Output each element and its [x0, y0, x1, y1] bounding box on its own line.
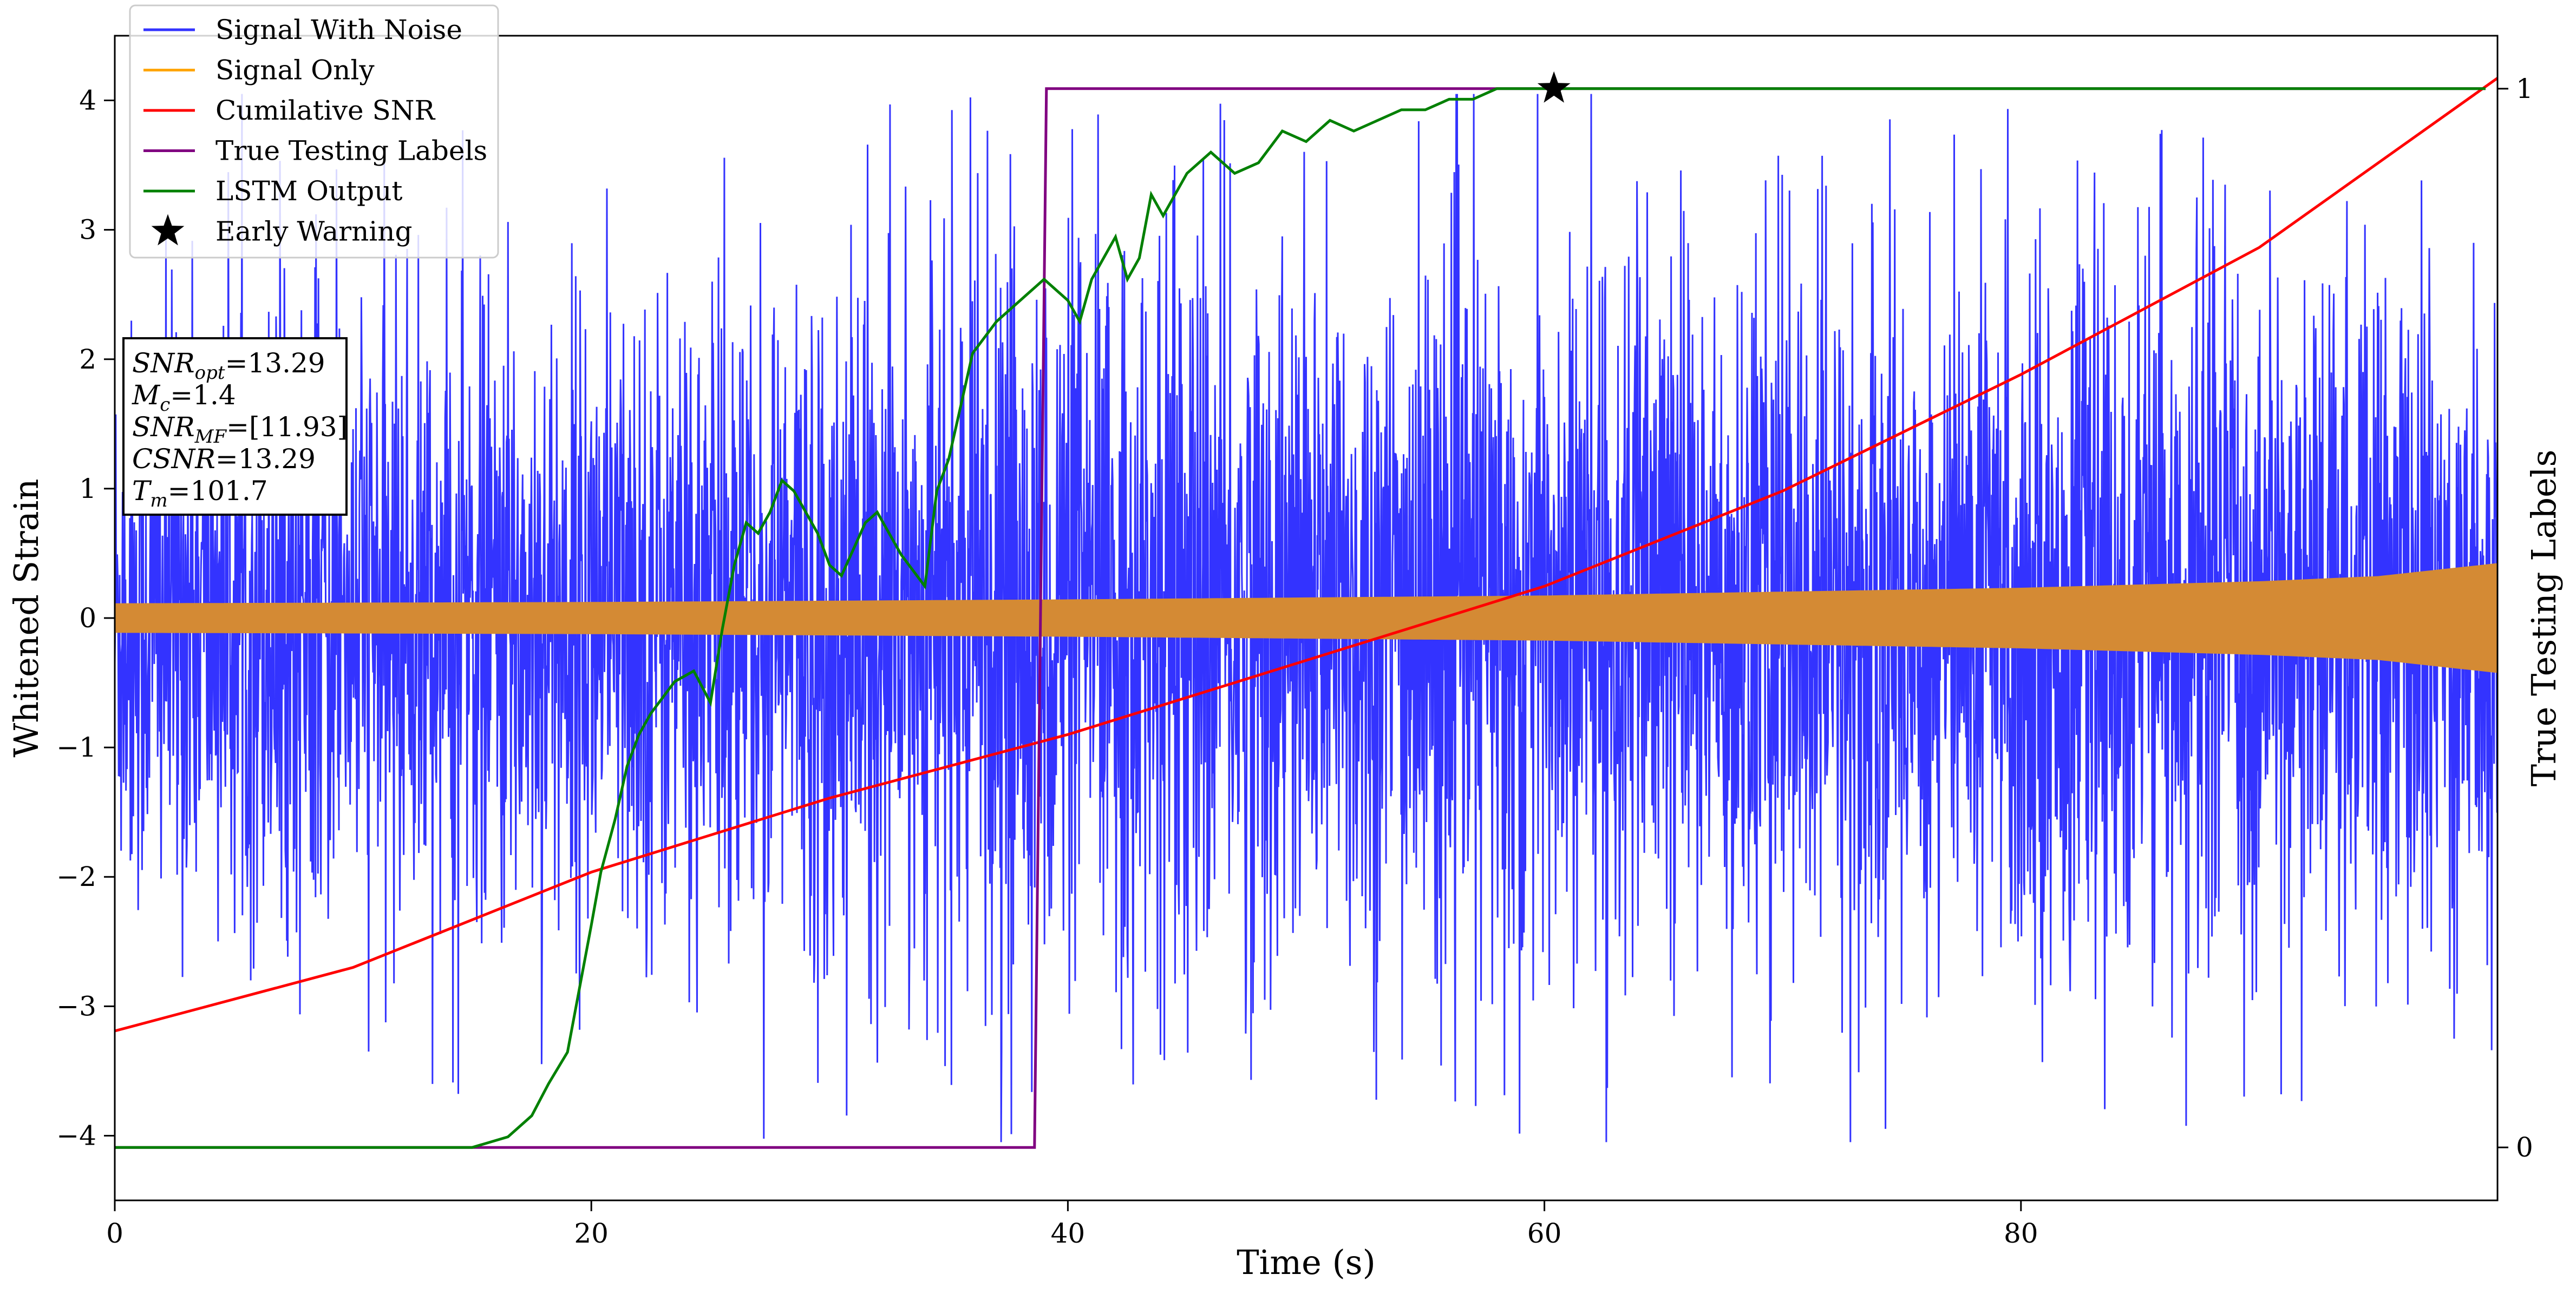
annotation-line: Mc=1.4 [132, 379, 236, 416]
x-tick-label: 0 [106, 1218, 123, 1249]
legend-frame [129, 4, 499, 259]
legend-label: Signal Only [215, 55, 375, 86]
cumilative-snr-line [115, 77, 2497, 1033]
annotation-frame [122, 337, 348, 516]
legend-star-icon [151, 214, 185, 246]
annotation-line: SNRopt=13.29 [132, 347, 325, 384]
y-left-tick-label: −3 [56, 990, 96, 1022]
x-tick-label: 40 [1051, 1218, 1086, 1249]
annotation-line: Tm=101.7 [132, 475, 268, 511]
y-axis-left-ticks: −4 −3 −2 −1 0 1 2 3 4 [56, 85, 115, 1151]
x-axis-ticks: 0 20 40 60 80 [106, 1200, 2038, 1249]
legend: Signal With Noise Signal Only Cumilative S… [129, 4, 499, 259]
y-left-tick-label: 3 [79, 214, 96, 246]
x-axis-label: Time (s) [1237, 1243, 1376, 1282]
early-warning-star-icon [1537, 71, 1571, 103]
y-left-tick-label: 2 [79, 344, 96, 375]
y-left-tick-label: −4 [56, 1120, 96, 1151]
legend-label: Cumilative SNR [215, 95, 435, 126]
x-tick-label: 60 [1527, 1218, 1562, 1249]
y-right-tick-label: 0 [2516, 1132, 2533, 1163]
y-axis-left-label: Whitened Strain [6, 479, 46, 758]
legend-label: LSTM Output [215, 175, 402, 207]
y-axis-right-ticks: 01 [2497, 73, 2533, 1163]
legend-label: Early Warning [215, 216, 413, 247]
y-right-tick-label: 1 [2516, 73, 2533, 104]
x-tick-label: 20 [574, 1218, 609, 1249]
y-left-tick-label: 1 [79, 473, 96, 504]
y-axis-right-label: True Testing Labels [2524, 450, 2564, 787]
y-left-tick-label: −2 [56, 861, 96, 892]
annotation-box: SNRopt=13.29Mc=1.4SNRMF=[11.93]CSNR=13.2… [122, 337, 348, 516]
y-left-tick-label: −1 [56, 732, 96, 763]
y-left-tick-label: 0 [79, 602, 96, 634]
legend-label: True Testing Labels [215, 135, 487, 167]
legend-label: Signal With Noise [215, 14, 462, 45]
series-layer [115, 77, 2497, 1149]
signal-only-line [115, 563, 2497, 673]
annotation-line: SNRMF=[11.93] [132, 411, 348, 448]
annotation-line: CSNR=13.29 [132, 443, 316, 475]
x-tick-label: 80 [2004, 1218, 2038, 1249]
lstm-output-line [115, 87, 2486, 1149]
y-left-tick-label: 4 [79, 85, 96, 116]
